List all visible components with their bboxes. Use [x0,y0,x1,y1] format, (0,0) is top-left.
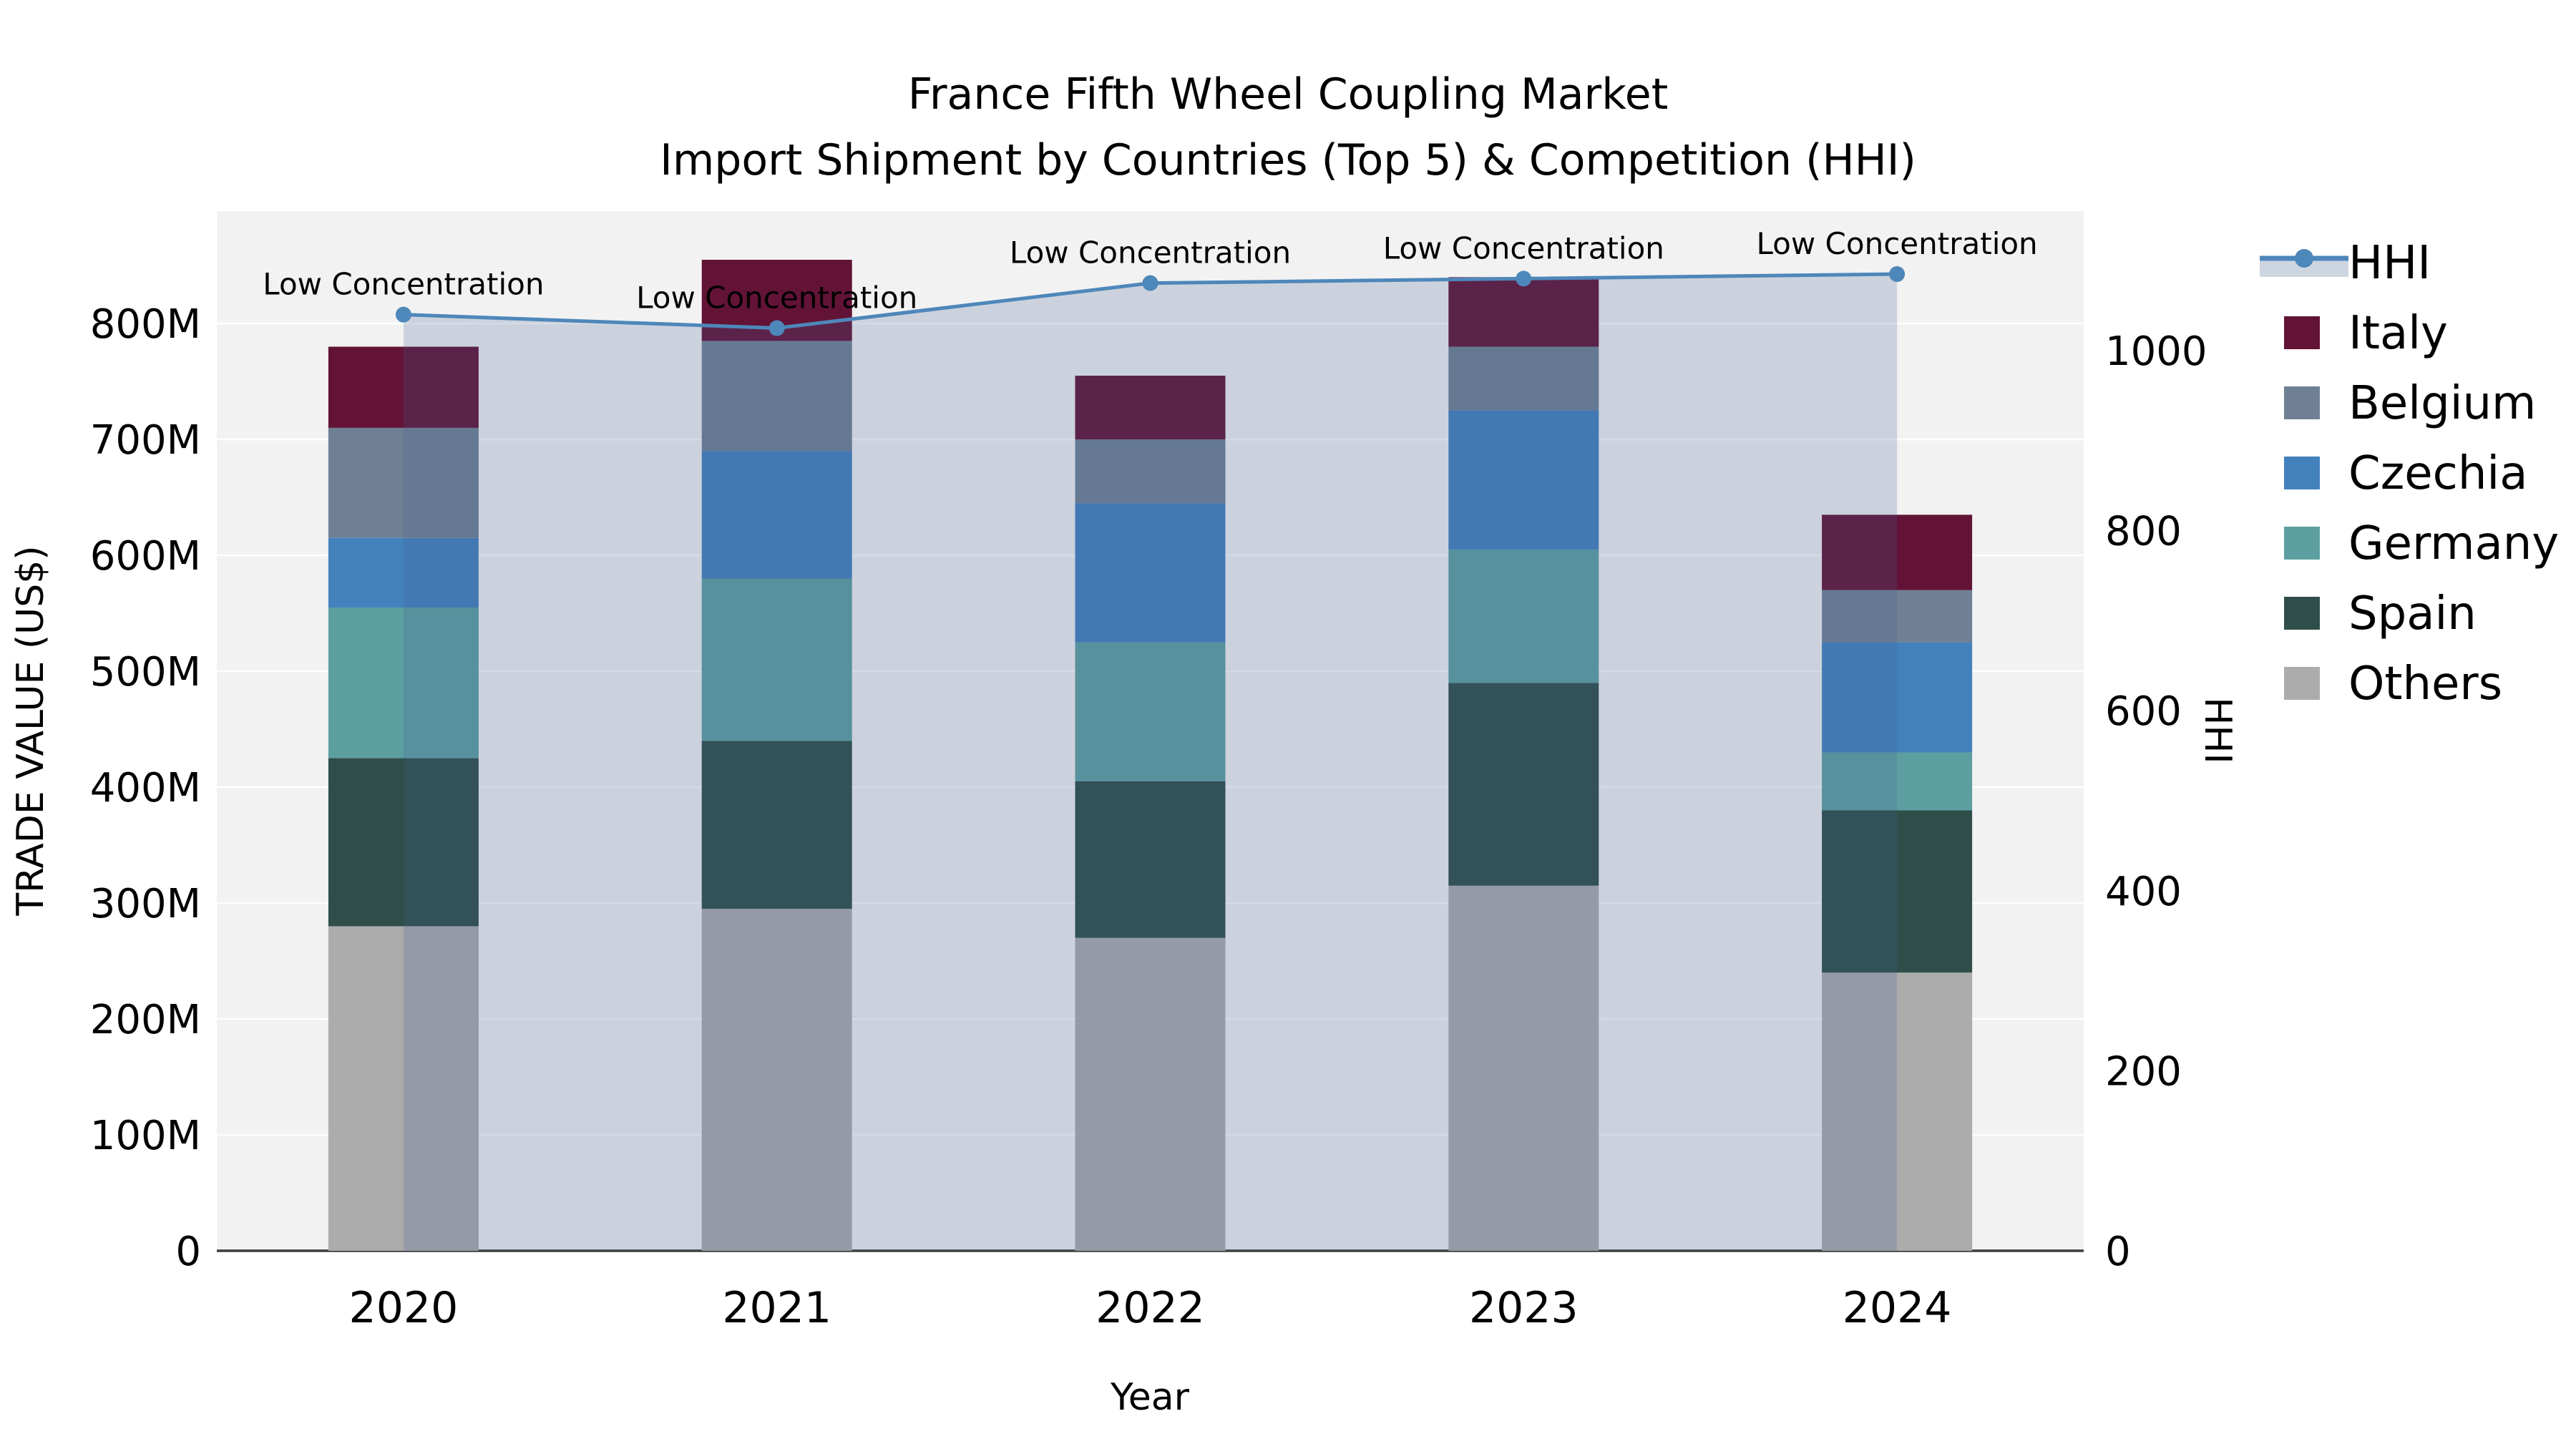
bar-segment-germany-2022 [1075,642,1226,781]
legend-swatch-spain [2284,597,2320,630]
bar-segment-others-2024 [1822,972,1973,1251]
bar-segment-spain-2020 [328,758,479,927]
legend-swatch-czechia [2284,457,2320,489]
y-right-tick-600: 600 [2105,688,2182,735]
chart-subtitle: Import Shipment by Countries (Top 5) & C… [660,135,1916,185]
bar-segment-belgium-2023 [1448,346,1599,411]
y-right-axis-label: HHI [2196,697,2239,764]
bar-segment-belgium-2021 [701,341,852,452]
legend-swatch-germany [2284,527,2320,560]
y-left-tick-0: 0 [175,1229,201,1275]
hhi-point-2024 [1889,266,1906,283]
bar-segment-czechia-2021 [701,451,852,579]
y-left-tick-100M: 100M [90,1113,201,1159]
hhi-area-band [403,274,1898,1252]
y-left-tick-400M: 400M [90,765,201,811]
legend-label-others: Others [2348,658,2502,711]
bar-segment-others-2020 [328,926,479,1251]
annotation-2023: Low Concentration [1383,230,1664,265]
annotation-2021: Low Concentration [636,280,917,316]
legend-hhi-marker-icon [2295,249,2313,268]
y-right-tick-0: 0 [2105,1229,2131,1275]
bar-segment-germany-2023 [1448,549,1599,683]
x-axis-label: Year [1110,1376,1190,1419]
y-left-tick-300M: 300M [90,881,201,927]
bar-segment-czechia-2024 [1822,642,1973,753]
legend-swatch-italy [2284,316,2320,349]
chart-title: France Fifth Wheel Coupling Market [908,69,1669,119]
y-left-tick-800M: 800M [90,301,201,348]
bar-segment-belgium-2024 [1822,590,1973,643]
legend-swatch-others [2284,667,2320,700]
y-left-tick-500M: 500M [90,649,201,696]
bar-segment-spain-2023 [1448,683,1599,886]
hhi-point-2021 [769,320,785,336]
y-right-tick-400: 400 [2105,869,2182,915]
y-left-tick-700M: 700M [90,417,201,464]
bar-segment-czechia-2023 [1448,410,1599,550]
legend-label-germany: Germany [2348,517,2559,570]
bar-segment-spain-2022 [1075,781,1226,938]
annotation-2024: Low Concentration [1757,226,2038,261]
bar-segment-belgium-2022 [1075,439,1226,504]
hhi-point-2023 [1516,270,1532,287]
y-left-tick-200M: 200M [90,997,201,1043]
bar-segment-spain-2021 [701,741,852,909]
annotation-2020: Low Concentration [263,267,544,302]
y-left-axis-label: TRADE VALUE (US$) [9,545,52,916]
bar-segment-czechia-2022 [1075,503,1226,643]
legend-label-czechia: Czechia [2348,447,2527,500]
bar-segment-others-2022 [1075,937,1226,1251]
hhi-point-2020 [395,306,411,323]
bar-segment-germany-2020 [328,607,479,758]
x-tick-2023: 2023 [1469,1283,1579,1333]
bar-segment-others-2023 [1448,885,1599,1251]
y-right-tick-200: 200 [2105,1048,2182,1095]
bar-segment-germany-2024 [1822,752,1973,811]
bar-segment-italy-2022 [1075,376,1226,440]
legend-label-belgium: Belgium [2348,377,2536,430]
x-tick-2024: 2024 [1843,1283,1952,1333]
bar-segment-others-2021 [701,909,852,1251]
legend-swatch-belgium [2284,386,2320,419]
bar-segment-spain-2024 [1822,810,1973,973]
x-tick-2020: 2020 [349,1283,459,1333]
bar-segment-italy-2023 [1448,277,1599,347]
hhi-area-band-layer [403,274,1898,1252]
legend: HHI Italy Belgium Czechia Germany Spain Others [2260,237,2559,711]
bar-segment-czechia-2020 [328,537,479,608]
bar-segment-belgium-2020 [328,427,479,538]
hhi-line-layer [395,266,1906,336]
bar-segment-italy-2024 [1822,514,1973,590]
tick-label-layer: 0 100M 200M 300M 400M 500M 600M 700M 800M 0 200 400… [90,301,2207,1333]
hhi-point-2022 [1142,275,1158,291]
y-right-tick-800: 800 [2105,509,2182,555]
legend-label-hhi: HHI [2348,237,2431,290]
bars-layer [328,260,1973,1251]
legend-label-spain: Spain [2348,587,2477,640]
y-left-tick-600M: 600M [90,533,201,580]
x-tick-2022: 2022 [1096,1283,1205,1333]
annotation-2022: Low Concentration [1010,235,1291,270]
legend-label-italy: Italy [2348,307,2448,360]
bar-segment-italy-2020 [328,346,479,428]
bar-segment-germany-2021 [701,578,852,741]
y-right-tick-1000: 1000 [2105,328,2207,375]
x-tick-2021: 2021 [722,1283,831,1333]
annotation-layer: Low Concentration Low Concentration Low Co… [263,226,2037,315]
